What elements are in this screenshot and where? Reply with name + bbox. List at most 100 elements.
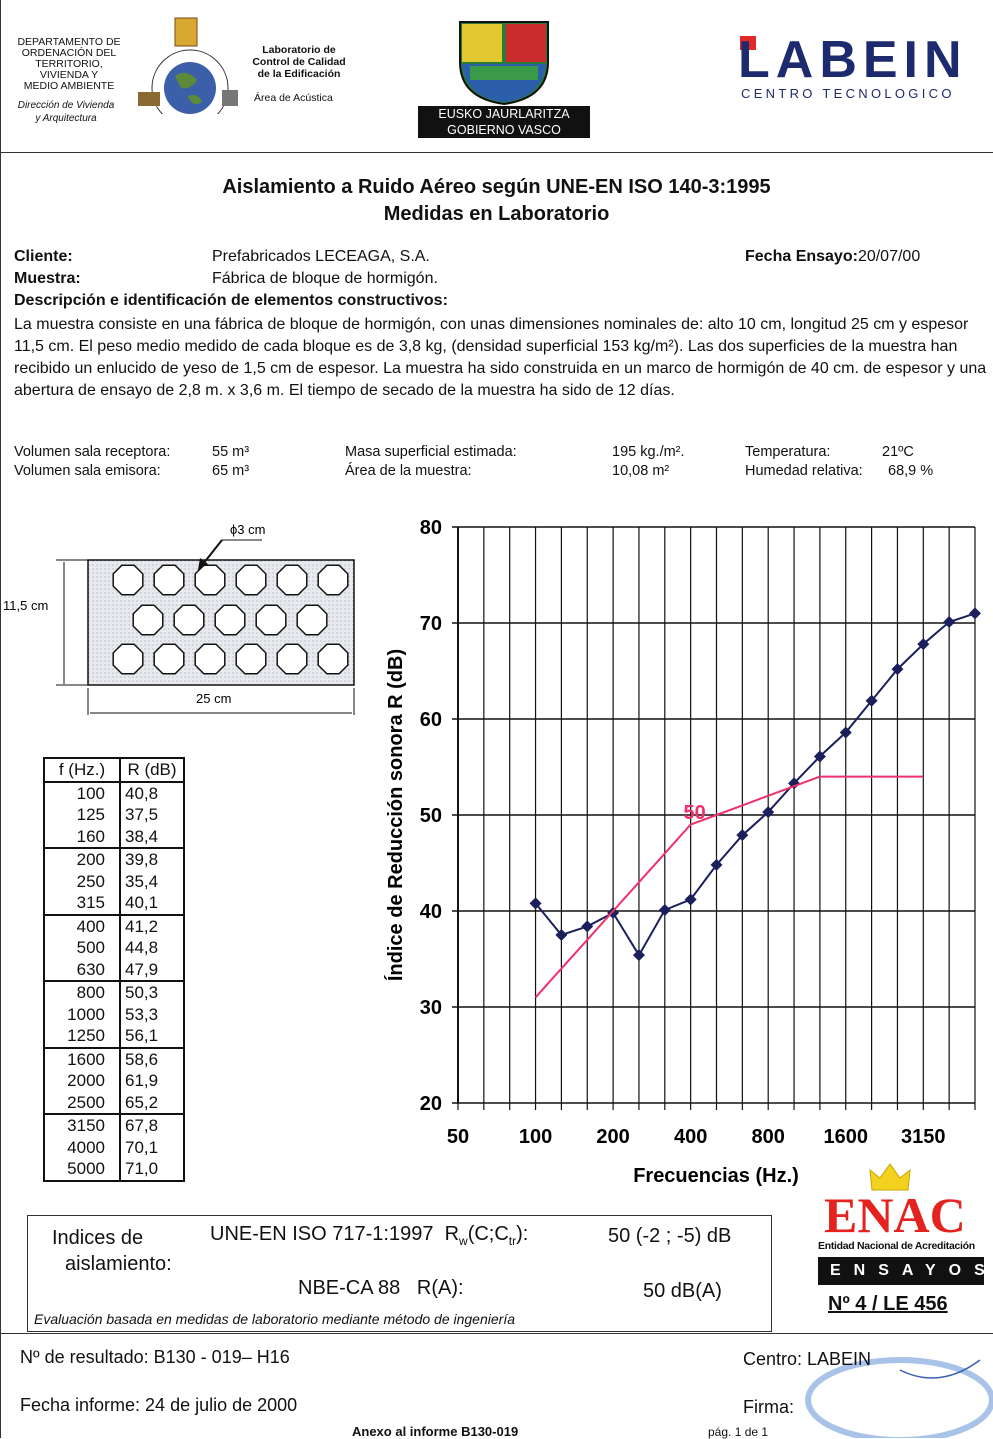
condition-value: 195 kg./m².	[612, 444, 685, 460]
data-point	[529, 897, 542, 910]
frequency-table: f (Hz.) R (dB) 100 40,8 125 37,5 160 38,4 200 39,…	[43, 757, 185, 1182]
government-line: GOBIERNO VASCO	[418, 122, 590, 138]
data-point	[555, 929, 568, 941]
department: DEPARTAMENTO DE ORDENACIÓN DEL TERRITORI…	[6, 37, 132, 92]
department-line: VIVIENDA Y	[39, 69, 99, 81]
condition-label: Área de la muestra:	[345, 463, 472, 479]
result2: 50 dB(A)	[643, 1280, 722, 1302]
table-row: 400 41,2	[43, 914, 185, 937]
y-tick-label: 80	[420, 517, 442, 539]
table-cell: 38,4	[119, 825, 185, 849]
condition-label: Temperatura:	[745, 444, 831, 460]
ring	[151, 49, 229, 114]
annex: Anexo al informe B130-019	[352, 1424, 519, 1439]
table-cell: 35,4	[119, 870, 185, 892]
table-cell: 70,1	[119, 1136, 185, 1158]
table-header: f (Hz.) R (dB)	[43, 757, 185, 783]
y-tick-label: 70	[420, 613, 442, 635]
data-point	[581, 920, 594, 933]
y-tick-label: 60	[420, 709, 442, 731]
sample: Fábrica de bloque de hormigón.	[212, 270, 438, 287]
table-cell: 125	[43, 804, 121, 826]
symbol: R	[444, 1223, 460, 1245]
icon	[138, 92, 160, 106]
table-cell: 2000	[43, 1070, 121, 1092]
sample-label: Muestra:	[14, 270, 81, 287]
indices-label: Indices de	[52, 1227, 144, 1249]
table-row: 1250 56,1	[43, 1025, 185, 1049]
table-cell: 47,9	[119, 958, 185, 982]
data-point	[607, 906, 620, 919]
header-rule	[0, 152, 993, 153]
table-cell: 315	[43, 892, 121, 916]
table-row: 5000 71,0	[43, 1158, 185, 1182]
indices-standard-row: UNE-EN ISO 717-1:1997 Rw(C;Ctr):	[210, 1223, 528, 1248]
table-cell: 5000	[43, 1158, 121, 1182]
hole	[153, 564, 185, 596]
table-cell: 4000	[43, 1136, 121, 1158]
data-point	[684, 893, 697, 906]
laboratory-line: Laboratorio de	[262, 44, 336, 56]
y-tick-label: 30	[420, 997, 442, 1019]
hole	[153, 643, 185, 675]
crown-shape	[869, 1163, 911, 1191]
table-row: 200 39,8	[43, 848, 185, 871]
table-cell: 61,9	[119, 1070, 185, 1092]
department-line: TERRITORIO,	[35, 58, 103, 70]
table-cell: 53,3	[119, 1003, 185, 1025]
shield-quarter	[462, 24, 502, 62]
globe	[164, 62, 216, 114]
table-cell: 250	[43, 870, 121, 892]
table-cell: 1000	[43, 1003, 121, 1025]
table-row: 250 35,4	[43, 870, 185, 892]
department-line: MEDIO AMBIENTE	[23, 80, 115, 92]
table-cell: 1600	[43, 1047, 121, 1070]
annotation: 50	[684, 802, 706, 824]
y-tick-label: 50	[420, 805, 442, 827]
symbol-sub: w	[459, 1234, 468, 1248]
table-cell: 40,1	[119, 892, 185, 916]
hole	[317, 643, 349, 675]
hole	[173, 604, 205, 636]
x-tick-label: 400	[674, 1126, 707, 1148]
table-cell: 67,8	[119, 1114, 185, 1137]
block-drawing: ϕ3 cm 11,5 cm 25 cm	[3, 522, 355, 715]
description: La muestra consiste en una fábrica de bl…	[14, 316, 987, 399]
header-cell: f (Hz.)	[43, 757, 121, 783]
length-label: 25 cm	[196, 691, 231, 706]
condition-label: Masa superficial estimada:	[345, 444, 517, 460]
table-row: 100 40,8	[43, 781, 185, 804]
enac-entity: Entidad Nacional de Acreditación	[818, 1240, 975, 1252]
arrow	[202, 539, 223, 565]
title: Aislamiento a Ruido Aéreo según UNE-EN I…	[222, 176, 771, 198]
table-row: 800 50,3	[43, 981, 185, 1004]
data-point	[762, 806, 775, 819]
table-cell: 2500	[43, 1091, 121, 1115]
x-tick-label: 200	[596, 1126, 629, 1148]
params-end: ):	[516, 1223, 529, 1245]
data-point	[943, 616, 956, 629]
directorate: Dirección de Vivienda y Arquitectura	[6, 99, 126, 125]
footer-rule	[0, 1333, 993, 1334]
params-sub: tr	[508, 1234, 517, 1248]
table-row: 2000 61,9	[43, 1070, 185, 1092]
company-logo: LABEIN	[738, 31, 968, 89]
table-cell: 100	[43, 781, 121, 804]
condition-value: 21ºC	[882, 444, 914, 460]
table-row: 1000 53,3	[43, 1003, 185, 1025]
y-tick-label: 40	[420, 901, 442, 923]
enac-scope: ENSAYOS	[818, 1257, 985, 1285]
thickness-label: 11,5 cm	[3, 598, 48, 613]
header-cell: R (dB)	[119, 757, 185, 783]
table-cell: 40,8	[119, 781, 185, 804]
hole	[112, 564, 144, 596]
hole	[194, 643, 226, 675]
shield-quarter	[506, 24, 546, 62]
series-line	[534, 775, 924, 999]
data-point	[736, 829, 749, 842]
series-line	[534, 612, 976, 958]
stamp	[805, 1357, 993, 1438]
x-tick-label: 50	[447, 1126, 469, 1148]
company-tagline: CENTRO TECNOLOGICO	[741, 86, 955, 101]
